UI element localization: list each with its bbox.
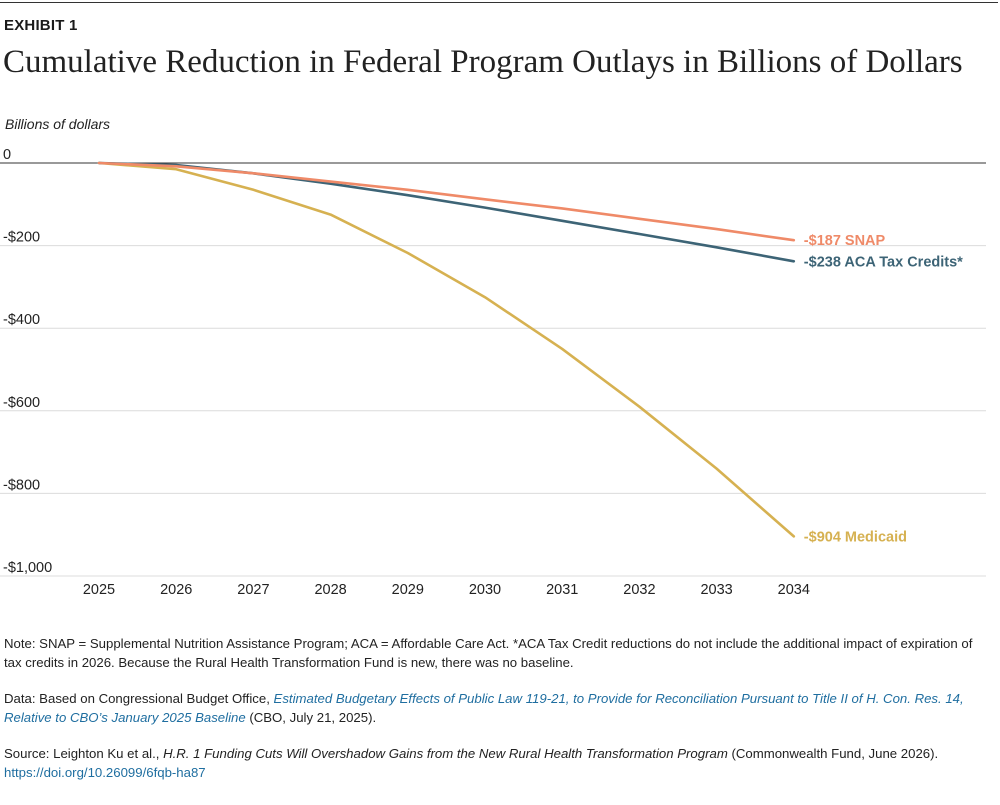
series-label-snap: -$187 SNAP [804,233,886,249]
x-tick-label: 2034 [778,582,810,598]
x-tick-label: 2027 [237,582,269,598]
series-label-aca-tax-credits: -$238 ACA Tax Credits* [804,254,963,270]
source-title: H.R. 1 Funding Cuts Will Overshadow Gain… [163,746,728,761]
data-suffix: (CBO, July 21, 2025). [245,710,377,725]
chart-note: Note: SNAP = Supplemental Nutrition Assi… [4,636,973,670]
source-prefix: Source: Leighton Ku et al., [4,746,164,761]
data-source-note: Data: Based on Congressional Budget Offi… [4,689,989,727]
x-tick-label: 2030 [469,582,501,598]
y-axis-label: Billions of dollars [5,116,111,132]
cbo-report-link[interactable]: Estimated Budgetary Effects of Public La… [4,691,964,725]
y-tick-label: -$600 [3,395,40,411]
series-line-snap [97,161,796,242]
y-tick-labels: 0 -$200 -$400 -$600 -$800 -$1,000 [3,147,52,576]
x-tick-label: 2028 [314,582,346,598]
gridlines [0,162,986,577]
chart-title: Cumulative Reduction in Federal Program … [3,44,963,80]
x-tick-label: 2029 [392,582,424,598]
source-note: Source: Leighton Ku et al., H.R. 1 Fundi… [4,744,989,782]
x-tick-label: 2032 [623,582,655,598]
y-tick-label: 0 [3,147,11,163]
series-lines [97,161,796,538]
series-line-medicaid [97,161,796,538]
x-tick-label: 2025 [83,582,115,598]
y-tick-label: -$800 [3,477,40,493]
y-tick-label: -$200 [3,230,40,246]
series-label-medicaid: -$904 Medicaid [804,529,907,545]
line-chart: 0-$200-$400-$600-$800-$1,000 2025 2026 202… [0,147,986,598]
doi-link[interactable]: https://doi.org/10.26099/6fqb-ha87 [4,765,206,780]
data-prefix: Data: Based on Congressional Budget Offi… [4,691,274,706]
x-tick-labels: 2025 2026 2027 2028 2029 2030 2031 2032 2033 2034 [83,582,810,598]
x-tick-label: 2033 [700,582,732,598]
x-tick-label: 2026 [160,582,192,598]
series-end-labels: -$187 SNAP -$238 ACA Tax Credits* -$904 Me… [804,233,963,545]
top-rule [0,2,998,3]
y-tick-label: -$1,000 [3,560,52,576]
source-suffix: (Commonwealth Fund, June 2026). [727,746,939,761]
y-tick-label: -$400 [3,312,40,328]
x-tick-label: 2031 [546,582,578,598]
exhibit-label: EXHIBIT 1 [4,17,78,34]
